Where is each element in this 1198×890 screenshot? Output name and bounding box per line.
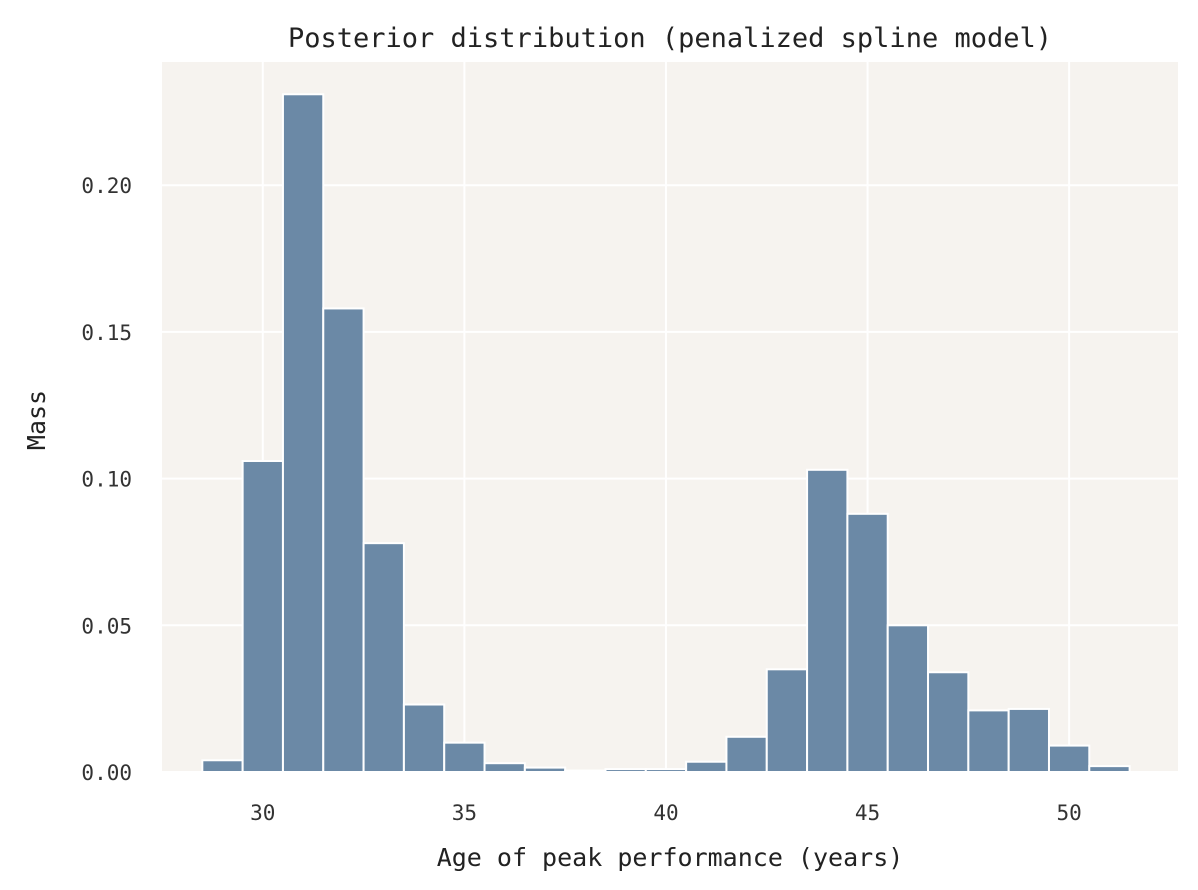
x-tick-label: 40 xyxy=(653,801,678,825)
histogram-bar xyxy=(604,768,647,773)
x-tick-label: 35 xyxy=(452,801,477,825)
histogram-bar xyxy=(1007,707,1050,774)
histogram-bar xyxy=(523,766,567,774)
x-tick-label: 30 xyxy=(250,801,275,825)
histogram-bar xyxy=(806,468,849,773)
y-tick-label: 0.20 xyxy=(81,174,132,198)
histogram-bar xyxy=(765,668,809,773)
histogram-bar xyxy=(725,735,768,774)
histogram-bar xyxy=(241,460,284,773)
histogram-bar xyxy=(362,542,405,774)
histogram-bars xyxy=(201,93,1131,774)
y-tick-label: 0.15 xyxy=(81,321,132,345)
x-axis-label: Age of peak performance (years) xyxy=(437,843,904,872)
chart-title: Posterior distribution (penalized spline… xyxy=(288,23,1052,54)
histogram-bar xyxy=(483,762,526,774)
histogram-bar xyxy=(201,759,244,774)
y-axis-label: Mass xyxy=(22,390,51,450)
x-tick-labels: 30 35 40 45 50 xyxy=(250,801,1082,825)
histogram-bar xyxy=(886,624,930,773)
histogram-bar xyxy=(402,703,446,774)
x-tick-label: 50 xyxy=(1056,801,1081,825)
y-tick-labels: 0.00 0.05 0.10 0.15 0.20 xyxy=(81,174,132,785)
histogram-bar xyxy=(846,512,889,773)
x-tick-label: 45 xyxy=(855,801,880,825)
histogram-bar xyxy=(564,769,607,774)
histogram-bar xyxy=(644,768,688,773)
histogram-bar xyxy=(281,93,325,774)
histogram-bar xyxy=(322,307,365,773)
histogram-bar xyxy=(1047,744,1091,773)
histogram-bar xyxy=(927,671,970,773)
y-tick-label: 0.05 xyxy=(81,614,132,638)
histogram-bar xyxy=(967,709,1010,773)
y-tick-label: 0.00 xyxy=(81,761,132,785)
y-tick-label: 0.10 xyxy=(81,468,132,492)
histogram-bar xyxy=(685,760,728,773)
histogram-bar xyxy=(1088,765,1131,773)
histogram-bar xyxy=(443,741,486,773)
